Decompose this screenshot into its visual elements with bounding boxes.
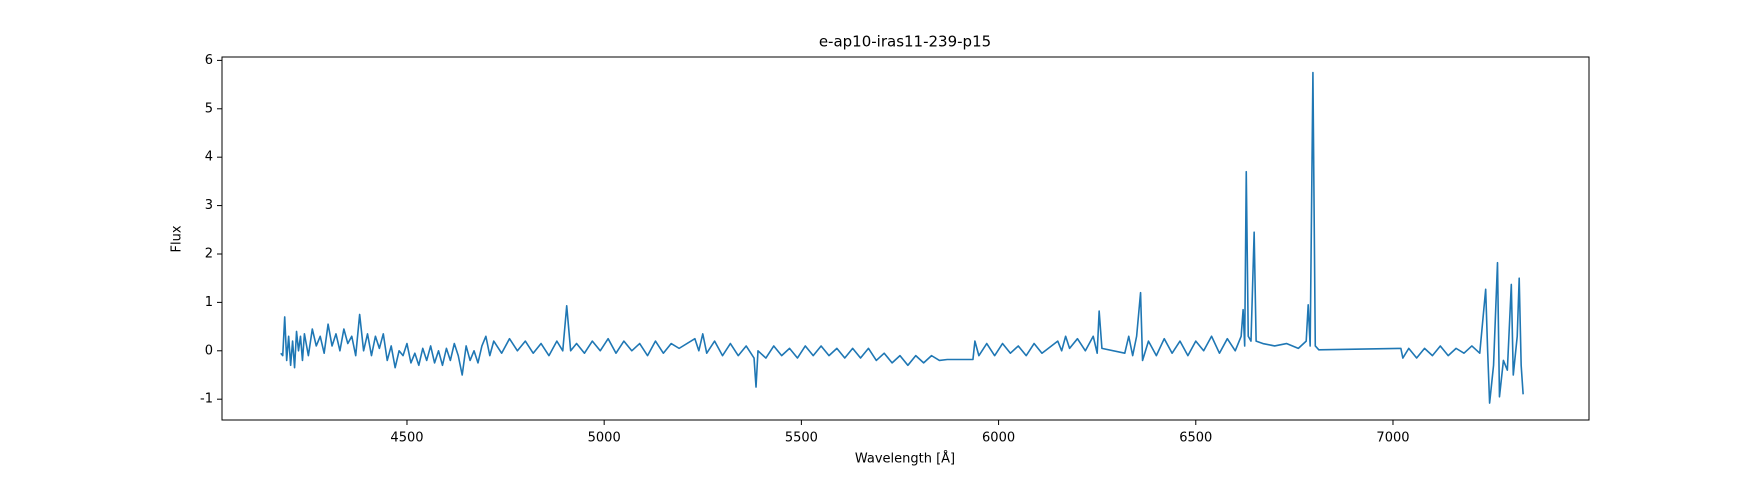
x-tick-label: 6000 xyxy=(982,431,1015,446)
y-tick-label: -1 xyxy=(200,392,213,407)
x-tick-label: 5000 xyxy=(588,431,621,446)
y-tick-label: 1 xyxy=(205,295,213,310)
y-tick-label: 5 xyxy=(205,101,213,116)
plot-frame xyxy=(221,56,1590,421)
y-tick-label: 2 xyxy=(205,246,213,261)
x-tick-label: 6500 xyxy=(1179,431,1212,446)
x-tick-label: 4500 xyxy=(390,431,423,446)
spectrum-line xyxy=(280,71,1524,404)
y-tick-label: 6 xyxy=(205,53,213,68)
y-tick-label: 0 xyxy=(205,343,213,358)
y-axis-label: Flux xyxy=(170,225,185,252)
y-tick-label: 4 xyxy=(205,150,213,165)
chart-title: e-ap10-iras11-239-p15 xyxy=(819,33,991,51)
y-tick-label: 3 xyxy=(205,198,213,213)
x-tick-label: 7000 xyxy=(1376,431,1409,446)
x-tick-label: 5500 xyxy=(785,431,818,446)
x-axis-label: Wavelength [Å] xyxy=(855,451,955,467)
